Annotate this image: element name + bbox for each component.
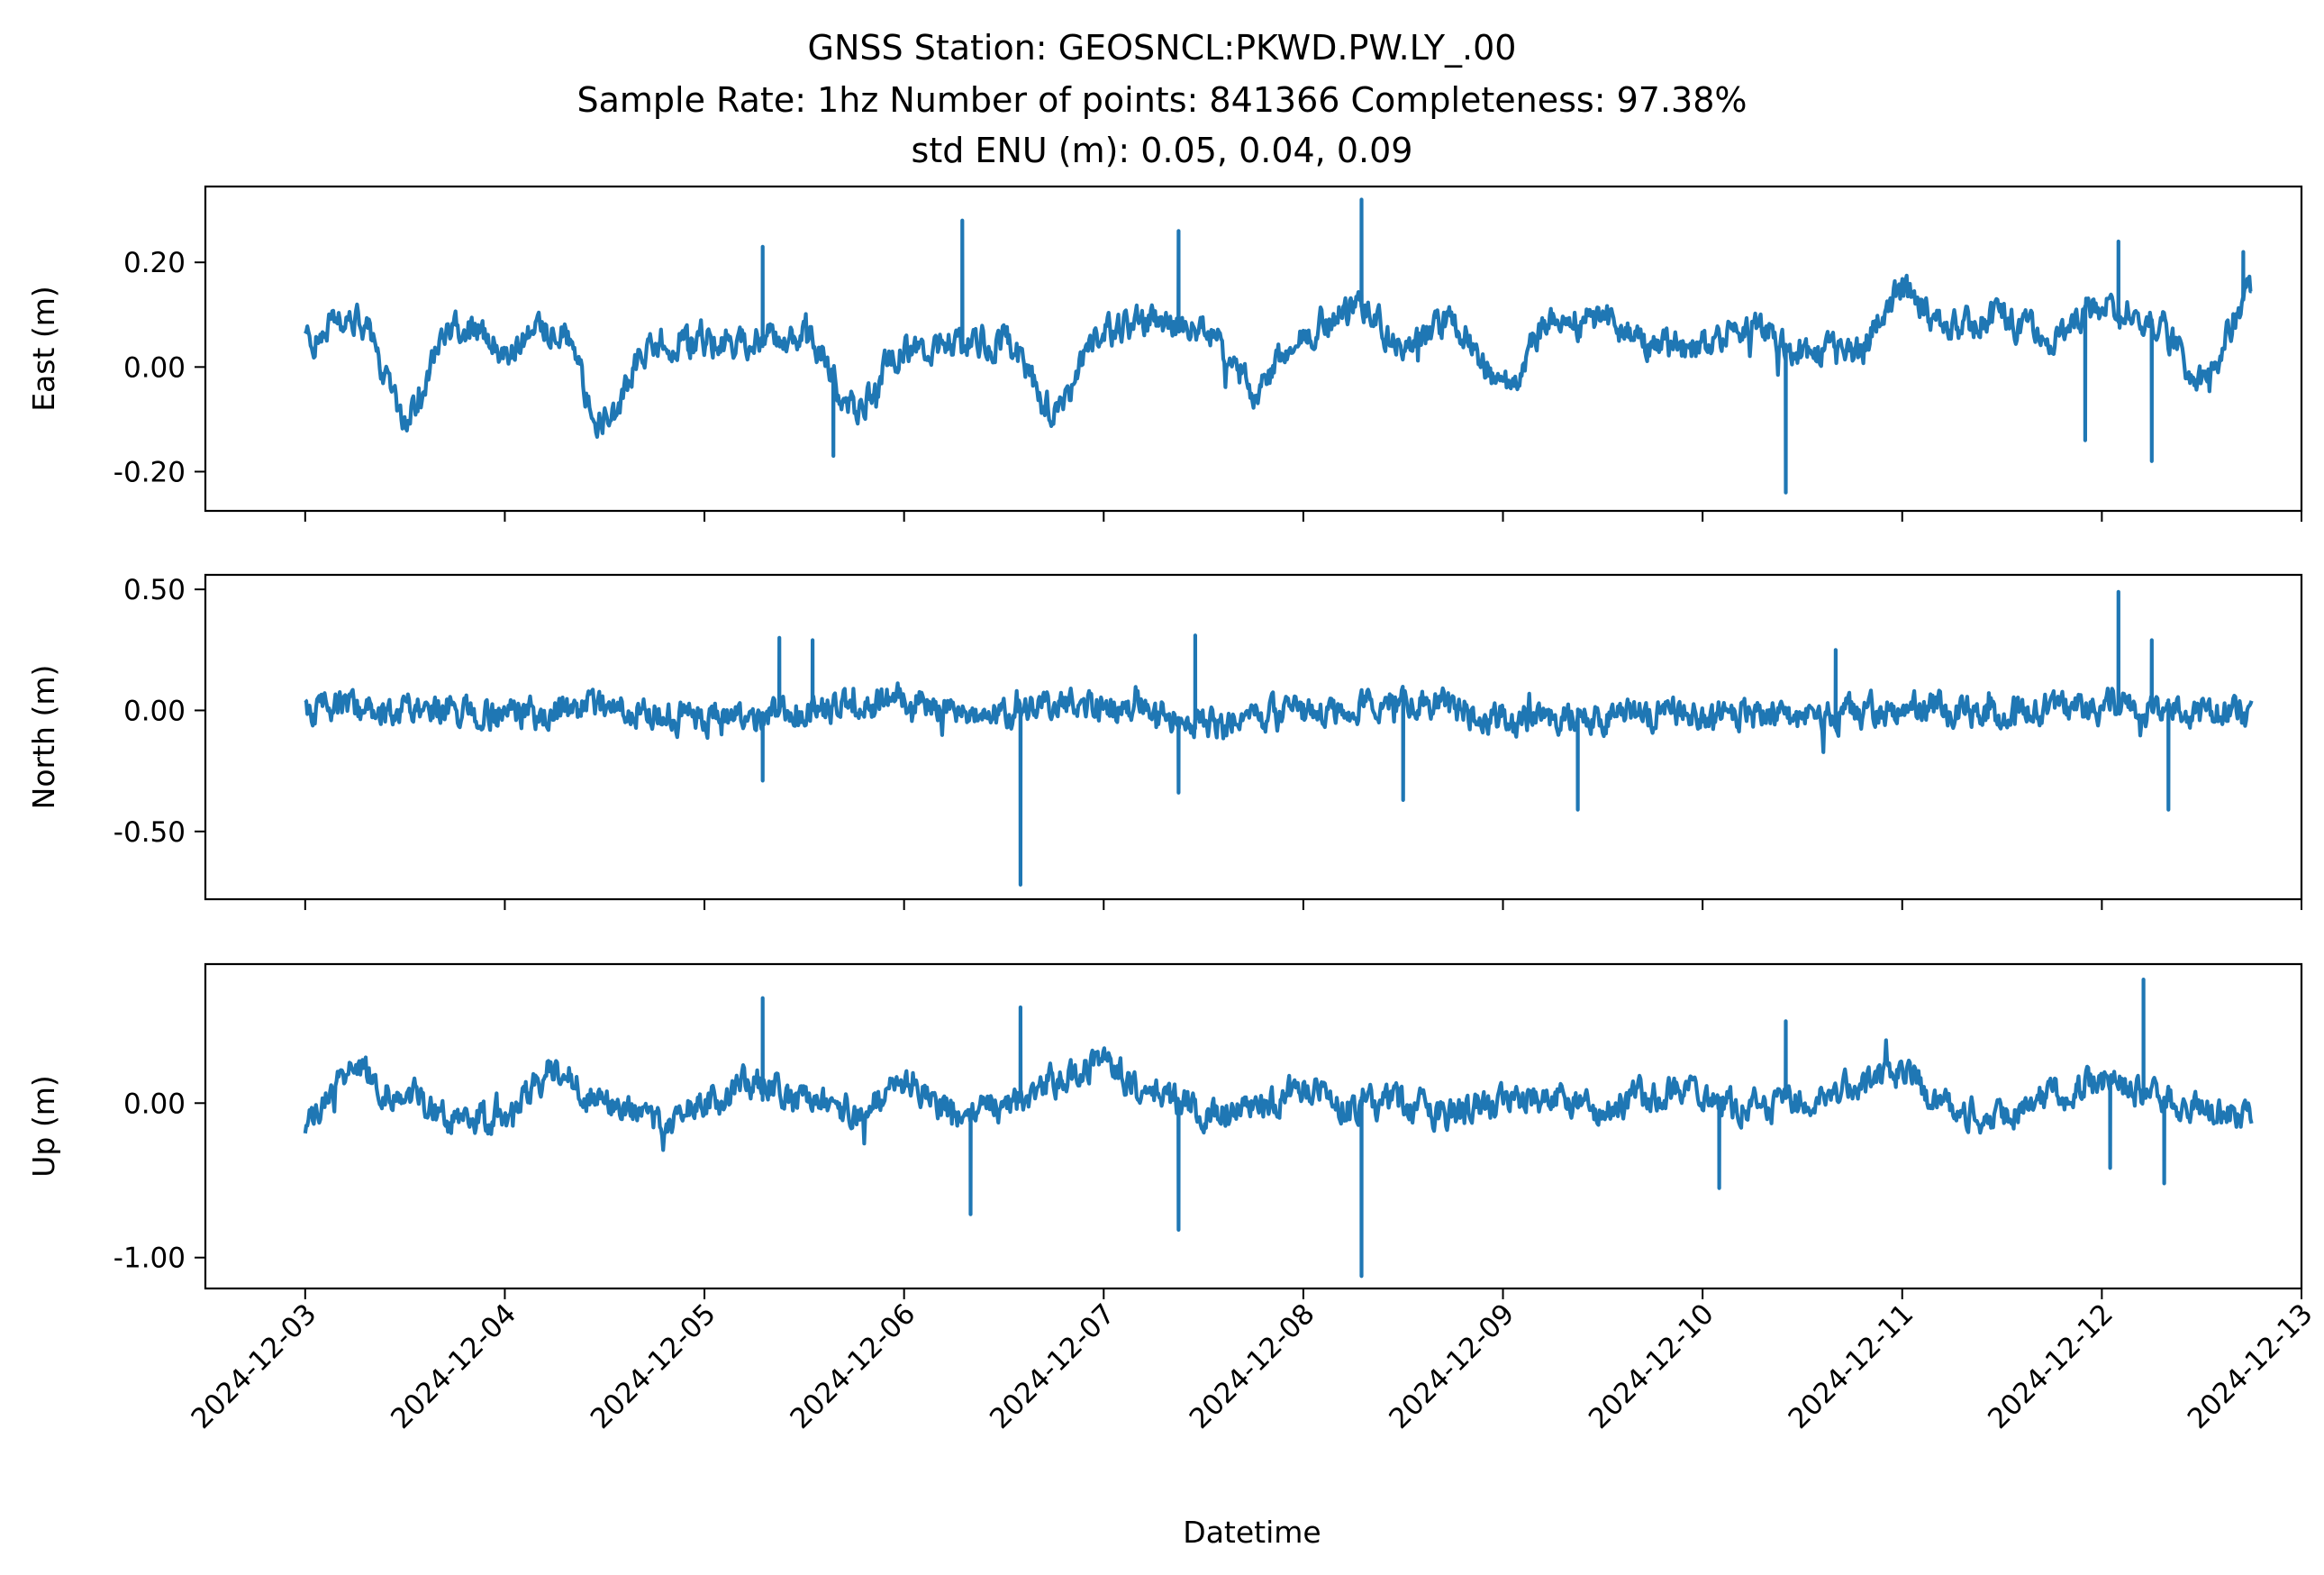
plot-frame <box>204 962 2303 1290</box>
y-tick-label: -0.20 <box>113 456 186 488</box>
y-tick-label: 0.00 <box>123 351 186 384</box>
x-tick-label: 2024-12-04 <box>385 1297 522 1435</box>
subplot-north: 0.50 0.00 -0.50 North (m) <box>26 573 2303 910</box>
series-line-east <box>303 197 2253 495</box>
title-line-sample-info: Sample Rate: 1hz Number of points: 84136… <box>577 80 1748 120</box>
subplot-stack: 0.20 0.00 -0.20 East (m) 0.50 0.00 -0.50 North … <box>26 185 2319 1435</box>
subplot-east: 0.20 0.00 -0.20 East (m) <box>26 185 2303 522</box>
x-tick-label: 2024-12-03 <box>186 1297 323 1435</box>
x-tick-label: 2024-12-13 <box>2182 1297 2319 1435</box>
y-tick-label: 0.20 <box>123 247 186 279</box>
y-axis-label: Up (m) <box>26 1075 61 1178</box>
series-line-up <box>303 978 2254 1279</box>
series-line-north <box>304 589 2254 887</box>
x-tick-label: 2024-12-05 <box>585 1297 722 1435</box>
title-line-station: GNSS Station: GEOSNCL:PKWD.PW.LY_.00 <box>808 28 1517 68</box>
x-tick-label: 2024-12-08 <box>1184 1297 1321 1435</box>
x-tick-label: 2024-12-09 <box>1383 1297 1521 1435</box>
x-tick-label: 2024-12-12 <box>1982 1297 2120 1435</box>
x-axis-label: Datetime <box>1183 1515 1321 1550</box>
plot-frame <box>204 573 2303 901</box>
y-axis-label: East (m) <box>26 286 61 412</box>
x-tick-label: 2024-12-10 <box>1583 1297 1720 1435</box>
title-line-std-enu: std ENU (m): 0.05, 0.04, 0.09 <box>912 131 1413 170</box>
x-tick-label: 2024-12-07 <box>984 1297 1121 1435</box>
y-tick-label: 0.00 <box>123 1088 186 1120</box>
x-tick-label: 2024-12-06 <box>784 1297 921 1435</box>
y-tick-label: -0.50 <box>113 816 186 849</box>
subplot-up: 0.00 -1.00 Up (m) 2024-12-03 2024-12-04 2024-… <box>26 962 2319 1435</box>
y-tick-label: 0.50 <box>123 574 186 606</box>
x-tick-label: 2024-12-11 <box>1783 1297 1920 1435</box>
y-tick-label: 0.00 <box>123 695 186 727</box>
plot-frame <box>204 185 2303 513</box>
y-axis-label: North (m) <box>26 665 61 810</box>
y-tick-label: -1.00 <box>113 1243 186 1275</box>
